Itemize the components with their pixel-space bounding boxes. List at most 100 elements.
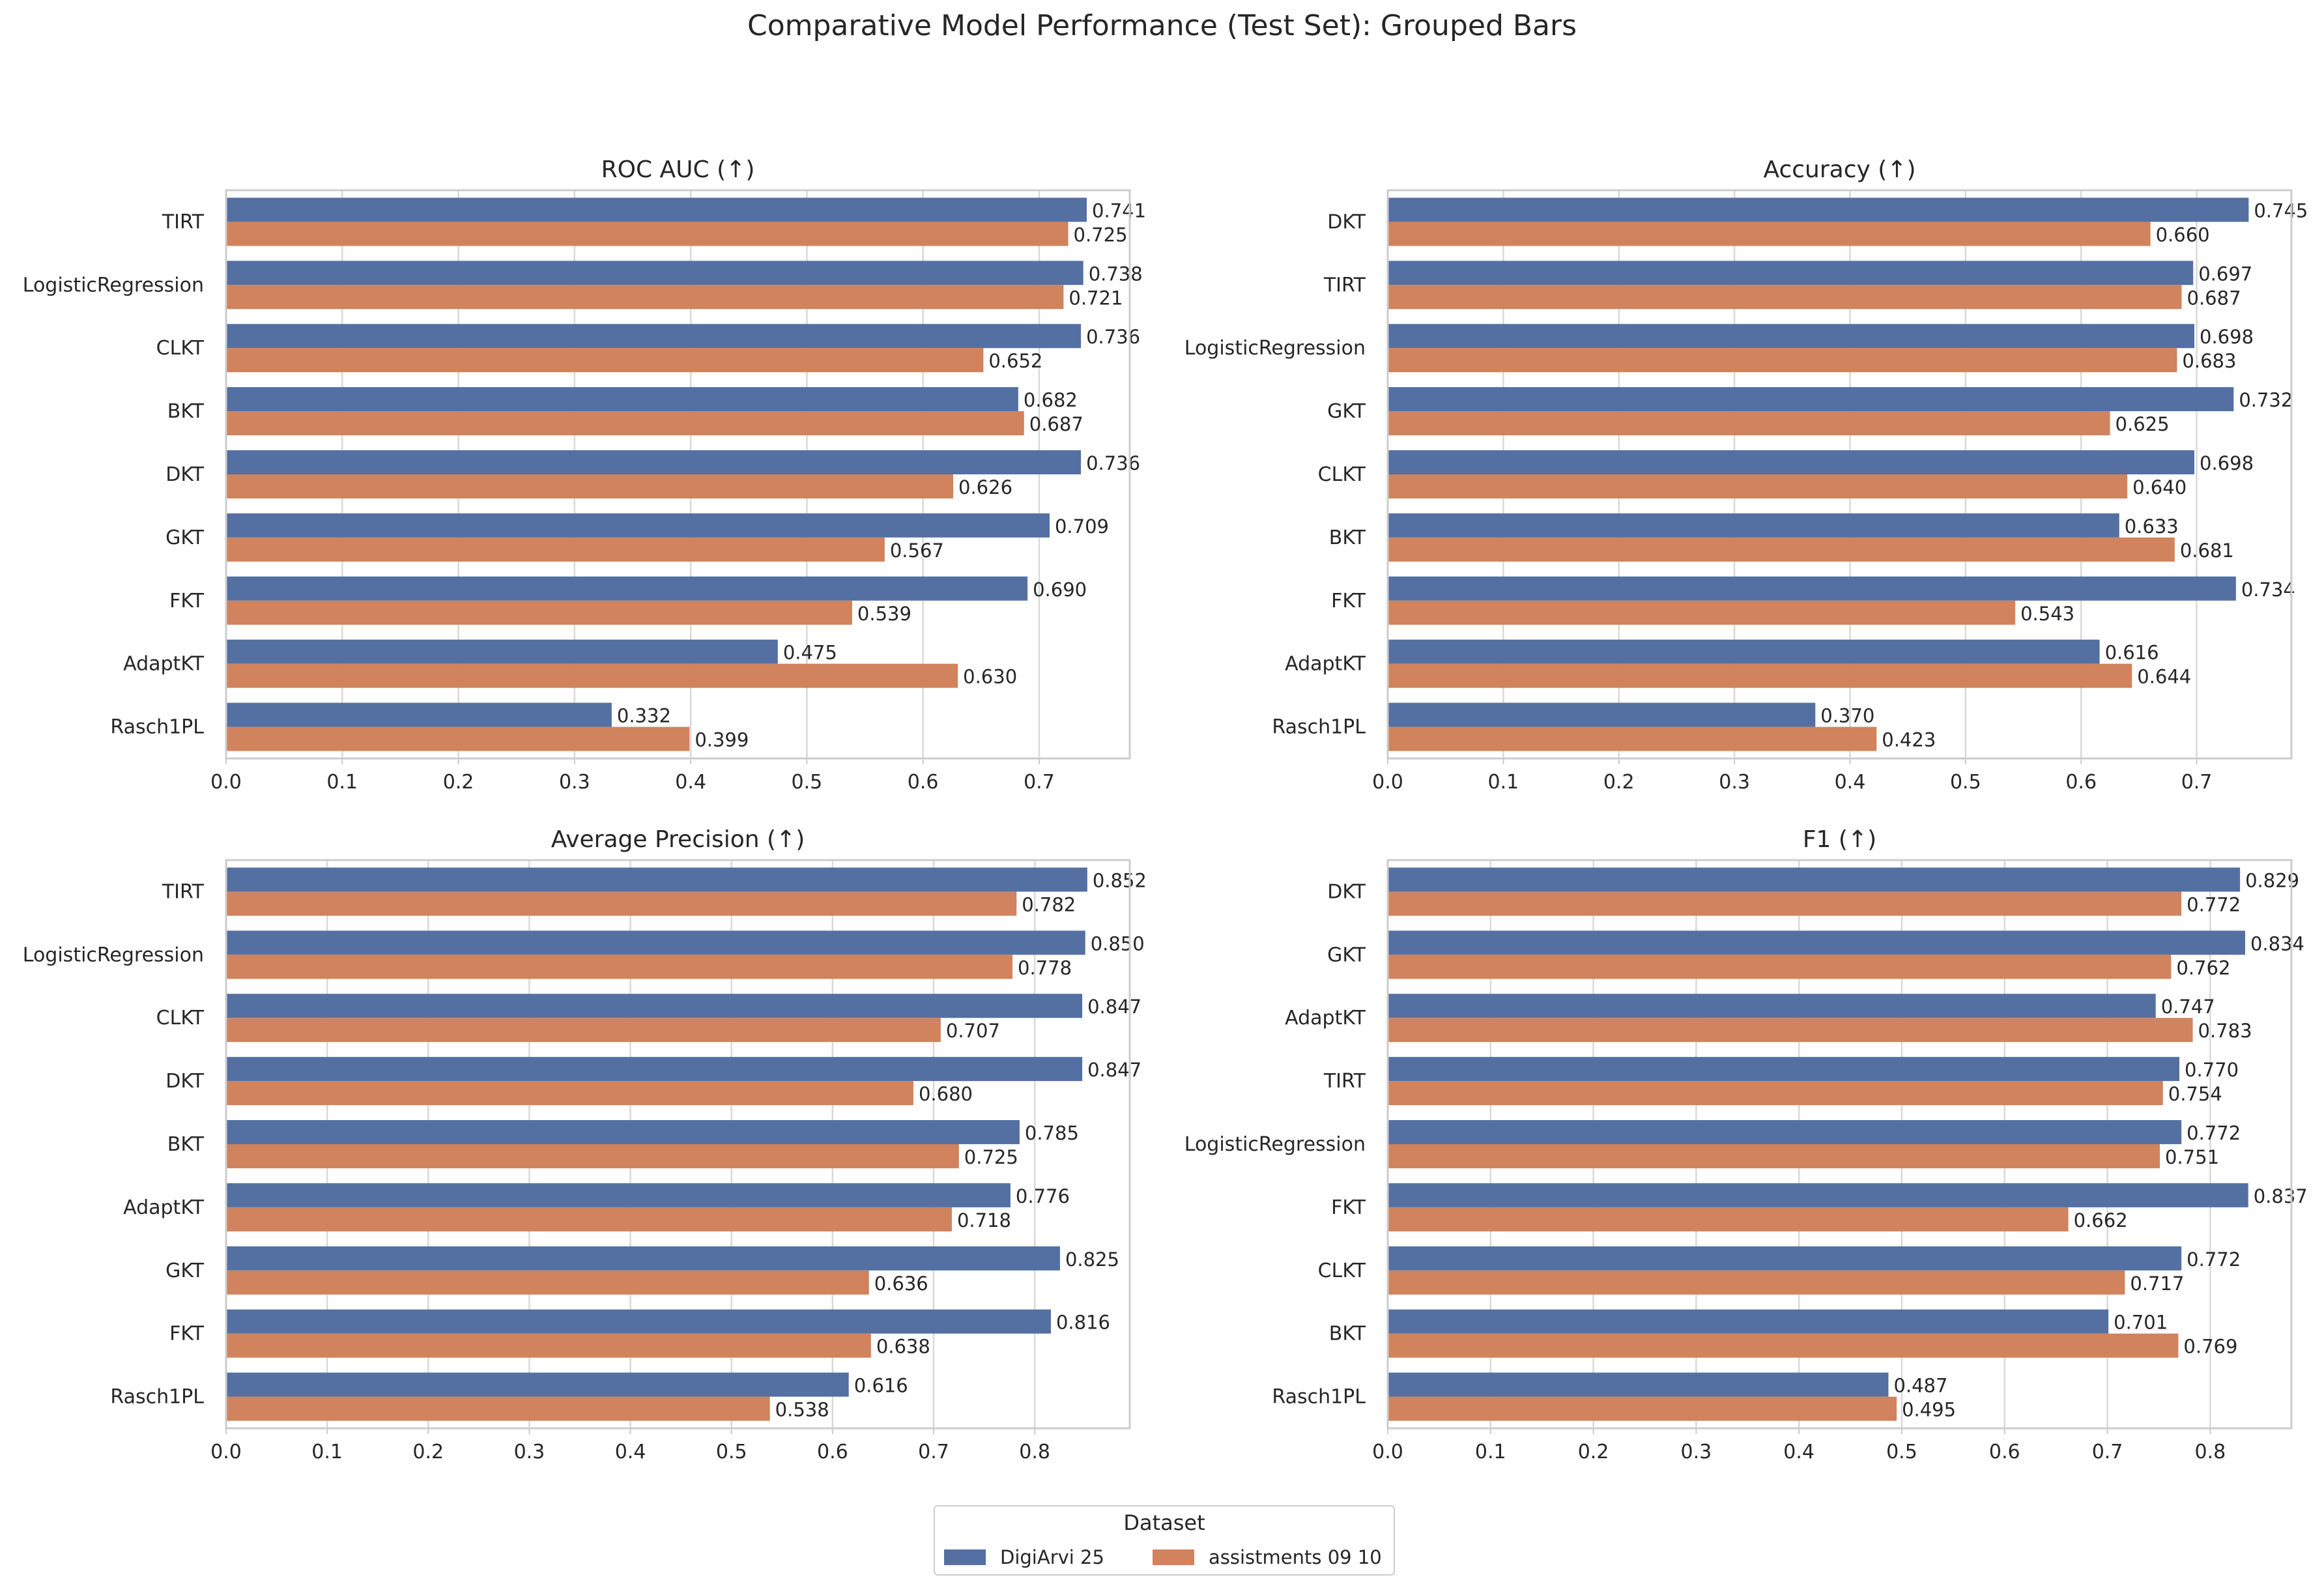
data-label: 0.741 bbox=[1092, 199, 1146, 222]
y-tick-label-gkt: GKT bbox=[165, 526, 205, 549]
data-label: 0.778 bbox=[1018, 957, 1072, 979]
bar-dkt-digiarvi-25 bbox=[1388, 197, 2249, 222]
data-label: 0.847 bbox=[1087, 1059, 1141, 1081]
legend-label-digiarvi: DigiArvi 25 bbox=[1000, 1546, 1104, 1568]
data-label: 0.762 bbox=[2176, 957, 2230, 979]
bar-dkt-assistments-09-10 bbox=[226, 1081, 913, 1106]
bar-adaptkt-digiarvi-25 bbox=[1388, 994, 2156, 1018]
x-tick-label: 0.1 bbox=[1475, 1441, 1506, 1463]
data-label: 0.660 bbox=[2156, 223, 2210, 246]
bar-fkt-digiarvi-25 bbox=[226, 1309, 1051, 1334]
x-tick-label: 0.3 bbox=[514, 1441, 545, 1463]
data-label: 0.785 bbox=[1025, 1122, 1079, 1144]
bar-tirt-assistments-09-10 bbox=[1388, 1081, 2163, 1106]
bar-fkt-assistments-09-10 bbox=[226, 600, 852, 625]
x-tick-label: 0.6 bbox=[817, 1441, 848, 1463]
bar-bkt-assistments-09-10 bbox=[1388, 1333, 2179, 1358]
data-label: 0.701 bbox=[2114, 1312, 2168, 1334]
bar-rasch1pl-digiarvi-25 bbox=[1388, 702, 1816, 727]
data-label: 0.738 bbox=[1089, 263, 1143, 285]
legend: Dataset DigiArvi 25 assistments 09 10 bbox=[934, 1505, 1395, 1576]
data-label: 0.852 bbox=[1093, 869, 1147, 891]
y-tick-label-gkt: GKT bbox=[1327, 943, 1366, 966]
bar-logisticregression-assistments-09-10 bbox=[1388, 1144, 2160, 1168]
data-label: 0.644 bbox=[2137, 666, 2191, 688]
bar-logisticregression-digiarvi-25 bbox=[1388, 324, 2195, 349]
bar-clkt-assistments-09-10 bbox=[226, 1018, 941, 1043]
x-tick-label: 0.5 bbox=[1886, 1441, 1917, 1463]
x-tick-label: 0.2 bbox=[443, 771, 474, 794]
bar-dkt-digiarvi-25 bbox=[226, 1057, 1083, 1082]
x-tick-label: 0.4 bbox=[675, 771, 706, 794]
bar-rasch1pl-digiarvi-25 bbox=[226, 1372, 849, 1397]
data-label: 0.652 bbox=[988, 350, 1042, 372]
y-tick-label-adaptkt: AdaptKT bbox=[1285, 653, 1366, 676]
bar-gkt-assistments-09-10 bbox=[1388, 955, 2172, 979]
y-tick-label-dkt: DKT bbox=[1327, 880, 1366, 903]
bar-adaptkt-digiarvi-25 bbox=[226, 639, 778, 664]
bar-rasch1pl-assistments-09-10 bbox=[226, 1396, 770, 1421]
data-label: 0.538 bbox=[775, 1399, 829, 1421]
y-tick-label-rasch1pl: Rasch1PL bbox=[1272, 716, 1366, 739]
bar-tirt-digiarvi-25 bbox=[1388, 1057, 2180, 1082]
data-label: 0.399 bbox=[695, 729, 749, 751]
x-tick-label: 0.2 bbox=[1578, 1441, 1609, 1463]
bar-gkt-assistments-09-10 bbox=[1388, 411, 2110, 436]
bar-adaptkt-assistments-09-10 bbox=[226, 663, 958, 688]
y-tick-label-gkt: GKT bbox=[1327, 400, 1366, 423]
data-label: 0.725 bbox=[964, 1146, 1018, 1168]
bar-fkt-digiarvi-25 bbox=[226, 576, 1028, 601]
data-label: 0.543 bbox=[2020, 603, 2074, 625]
data-label: 0.754 bbox=[2168, 1083, 2222, 1105]
bar-logisticregression-digiarvi-25 bbox=[226, 261, 1083, 285]
bar-logisticregression-digiarvi-25 bbox=[226, 930, 1085, 955]
bar-logisticregression-assistments-09-10 bbox=[226, 285, 1064, 310]
x-tick-label: 0.0 bbox=[210, 771, 242, 794]
data-label: 0.747 bbox=[2161, 996, 2215, 1018]
bar-tirt-digiarvi-25 bbox=[226, 197, 1087, 222]
legend-label-assistments: assistments 09 10 bbox=[1209, 1546, 1382, 1568]
data-label: 0.776 bbox=[1016, 1185, 1070, 1207]
data-label: 0.626 bbox=[958, 476, 1012, 498]
y-tick-label-rasch1pl: Rasch1PL bbox=[1272, 1386, 1366, 1409]
y-tick-label-bkt: BKT bbox=[167, 400, 205, 423]
bar-bkt-assistments-09-10 bbox=[1388, 537, 2175, 562]
y-tick-label-dkt: DKT bbox=[1327, 210, 1366, 233]
x-tick-label: 0.8 bbox=[1019, 1441, 1050, 1463]
chart-panel-roc-auc: ROC AUC (↑) 0.0 0.1 0.2 0.3 0.4 0.5 0.6 0.7 TIRT 0… bbox=[0, 143, 1147, 798]
y-tick-label-tirt: TIRT bbox=[162, 210, 205, 233]
data-label: 0.487 bbox=[1893, 1375, 1947, 1397]
data-label: 0.734 bbox=[2241, 579, 2295, 601]
bar-rasch1pl-digiarvi-25 bbox=[1388, 1372, 1889, 1397]
x-tick-label: 0.2 bbox=[412, 1441, 444, 1463]
data-label: 0.636 bbox=[874, 1273, 928, 1295]
data-label: 0.698 bbox=[2200, 452, 2254, 474]
axes-frame bbox=[1386, 189, 2293, 760]
x-tick-label: 0.2 bbox=[1603, 771, 1635, 794]
y-tick-label-tirt: TIRT bbox=[1323, 1070, 1366, 1093]
y-tick-label-logisticregression: LogisticRegression bbox=[1184, 337, 1366, 360]
bar-tirt-digiarvi-25 bbox=[1388, 261, 2194, 285]
bar-rasch1pl-assistments-09-10 bbox=[1388, 727, 1877, 751]
y-tick-label-fkt: FKT bbox=[1331, 590, 1366, 612]
data-label: 0.370 bbox=[1820, 705, 1874, 727]
bar-adaptkt-assistments-09-10 bbox=[226, 1207, 952, 1231]
data-label: 0.772 bbox=[2187, 1122, 2241, 1144]
bar-logisticregression-assistments-09-10 bbox=[226, 955, 1013, 979]
y-tick-label-fkt: FKT bbox=[1331, 1196, 1366, 1219]
data-label: 0.736 bbox=[1086, 326, 1140, 348]
chart-title: ROC AUC (↑) bbox=[601, 156, 755, 183]
data-label: 0.850 bbox=[1091, 932, 1145, 955]
data-label: 0.770 bbox=[2185, 1059, 2239, 1081]
data-label: 0.698 bbox=[2200, 326, 2254, 348]
data-label: 0.625 bbox=[2116, 413, 2170, 435]
x-tick-label: 0.6 bbox=[908, 771, 939, 794]
data-label: 0.567 bbox=[890, 540, 944, 562]
y-tick-label-clkt: CLKT bbox=[1318, 463, 1366, 486]
y-tick-label-bkt: BKT bbox=[1329, 526, 1366, 549]
data-label: 0.721 bbox=[1069, 287, 1123, 309]
axes-frame bbox=[1386, 859, 2293, 1430]
chart-title: Accuracy (↑) bbox=[1763, 156, 1915, 183]
data-label: 0.616 bbox=[2105, 642, 2159, 664]
bar-fkt-assistments-09-10 bbox=[1388, 600, 2016, 625]
